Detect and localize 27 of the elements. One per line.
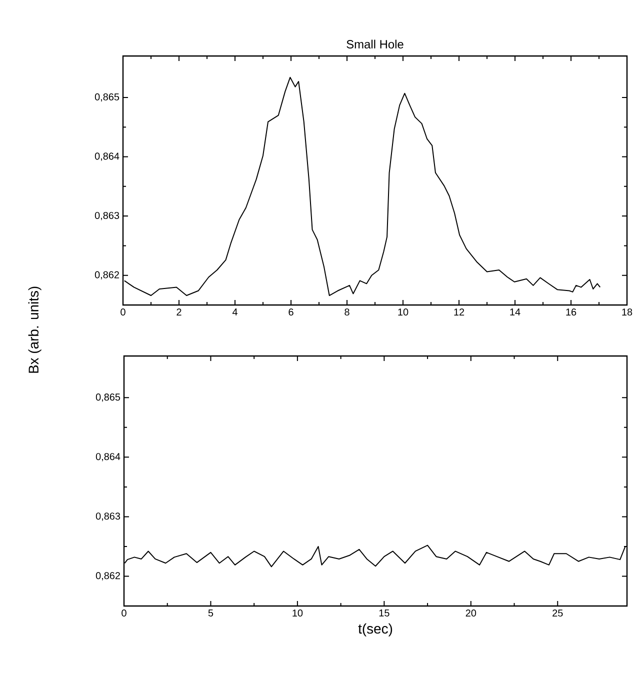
y-tick-label: 0,863 (94, 212, 120, 220)
x-axis-title: t(sec) (358, 623, 392, 636)
x-tick-label: 5 (208, 610, 214, 616)
y-tick-label: 0,862 (96, 572, 120, 580)
chart-title: Small Hole (346, 40, 404, 48)
x-tick-label: 25 (552, 610, 563, 617)
x-tick-label: 2 (176, 308, 182, 316)
x-tick-label: 4 (232, 308, 238, 316)
x-tick-label: 10 (398, 308, 408, 316)
x-tick-label: 20 (466, 610, 476, 617)
x-tick-label: 16 (566, 308, 576, 316)
x-tick-label: 0 (122, 610, 126, 617)
y-tick-label: 0,864 (96, 453, 120, 462)
x-tick-label: 15 (379, 610, 390, 616)
x-tick-label: 14 (510, 308, 520, 316)
x-tick-label: 6 (288, 308, 294, 316)
y-axis-title: Bx (arb. units) (28, 286, 42, 373)
x-tick-label: 18 (622, 308, 632, 316)
x-tick-label: 12 (454, 308, 464, 316)
x-tick-label: 10 (292, 610, 303, 617)
y-tick-label: 0,863 (96, 512, 120, 521)
y-tick-label: 0,862 (94, 271, 119, 280)
y-tick-label: 0,865 (96, 394, 120, 402)
x-tick-label: 8 (344, 308, 350, 316)
y-tick-label: 0,865 (94, 93, 120, 102)
y-tick-label: 0,864 (94, 152, 120, 161)
x-tick-label: 0 (120, 308, 126, 316)
